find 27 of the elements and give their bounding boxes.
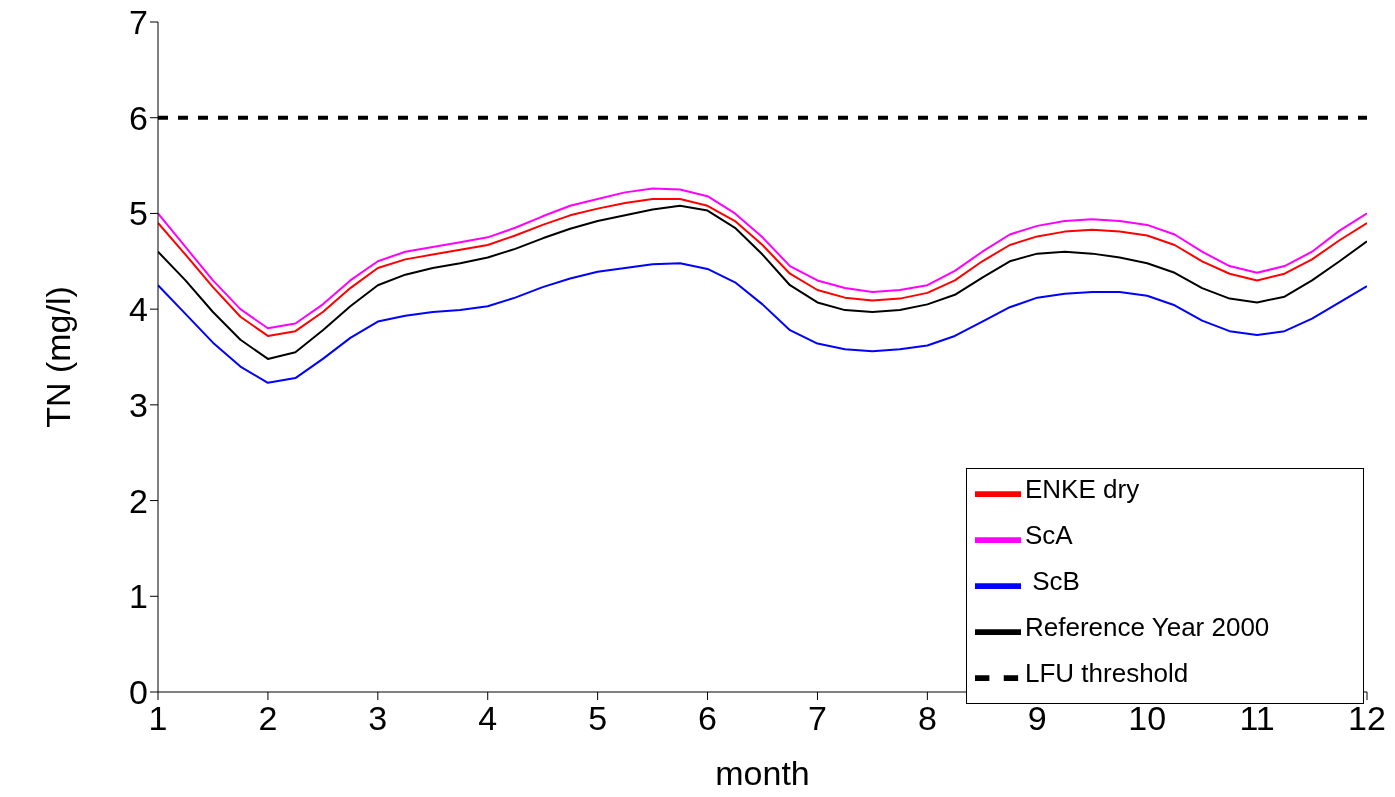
line-series (158, 262, 1367, 384)
x-tick-label: 5 (588, 699, 608, 738)
y-axis-title: TN (mg/l) (39, 286, 78, 428)
y-tick-label: 5 (129, 194, 148, 233)
y-tick-label: 4 (129, 290, 148, 329)
x-tick-label: 7 (807, 699, 827, 738)
legend-label: ScA (1025, 520, 1073, 551)
x-tick-label: 10 (1128, 699, 1167, 738)
y-tick-label: 0 (129, 673, 148, 712)
x-tick-label: 8 (917, 699, 937, 738)
legend-label: ScB (1031, 566, 1080, 597)
x-axis-title: month (715, 754, 810, 792)
legend-label: ENKE dry (1025, 474, 1140, 505)
y-tick-label: 7 (129, 3, 148, 42)
x-tick-label: 6 (698, 699, 718, 738)
x-tick-label: 4 (478, 699, 498, 738)
x-tick-label: 3 (368, 699, 388, 738)
y-tick-label: 2 (129, 481, 148, 520)
x-tick-label: 12 (1348, 699, 1386, 738)
legend-label: LFU threshold (1025, 658, 1189, 689)
legend-label: Reference Year 2000 (1025, 612, 1270, 643)
x-tick-label: 9 (1027, 699, 1047, 738)
x-tick-label: 2 (258, 699, 278, 738)
y-tick-label: 6 (129, 98, 148, 137)
y-tick-label: 1 (129, 577, 148, 616)
x-tick-label: 11 (1239, 699, 1275, 738)
y-tick-label: 3 (129, 385, 148, 424)
